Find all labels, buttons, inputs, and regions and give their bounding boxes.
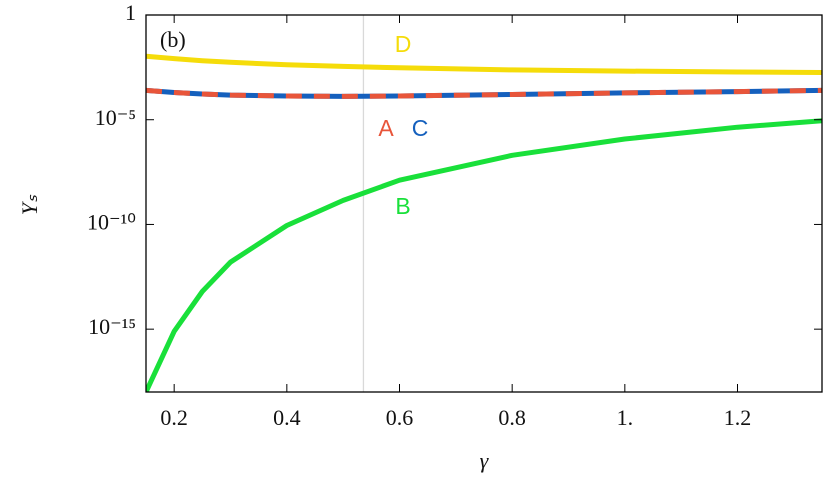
plot-frame [145, 14, 823, 393]
series-label: D [395, 31, 412, 57]
series-label: A [378, 115, 394, 141]
series-line [146, 118, 822, 392]
x-tick-label: 1.2 [724, 405, 752, 430]
series-label: B [395, 193, 410, 219]
x-tick-label: 0.2 [160, 405, 188, 430]
series-label: C [412, 115, 429, 141]
x-tick-label: 0.8 [498, 405, 526, 430]
series-line [146, 53, 822, 75]
x-tick-label: 1. [617, 405, 634, 430]
panel-label: (b) [160, 27, 186, 52]
x-tick-label: 0.6 [386, 405, 414, 430]
series-line [146, 87, 822, 99]
x-axis-label: γ [480, 448, 490, 473]
y-tick-label: 10⁻¹⁰ [87, 209, 136, 234]
x-tick-label: 0.4 [273, 405, 301, 430]
y-tick-label: 1 [125, 0, 136, 25]
plot-lines [146, 15, 822, 392]
y-tick-label: 10⁻⁵ [95, 105, 136, 130]
y-tick-label: 10⁻¹⁵ [88, 314, 136, 339]
y-axis-label: Yₛ [17, 194, 42, 215]
